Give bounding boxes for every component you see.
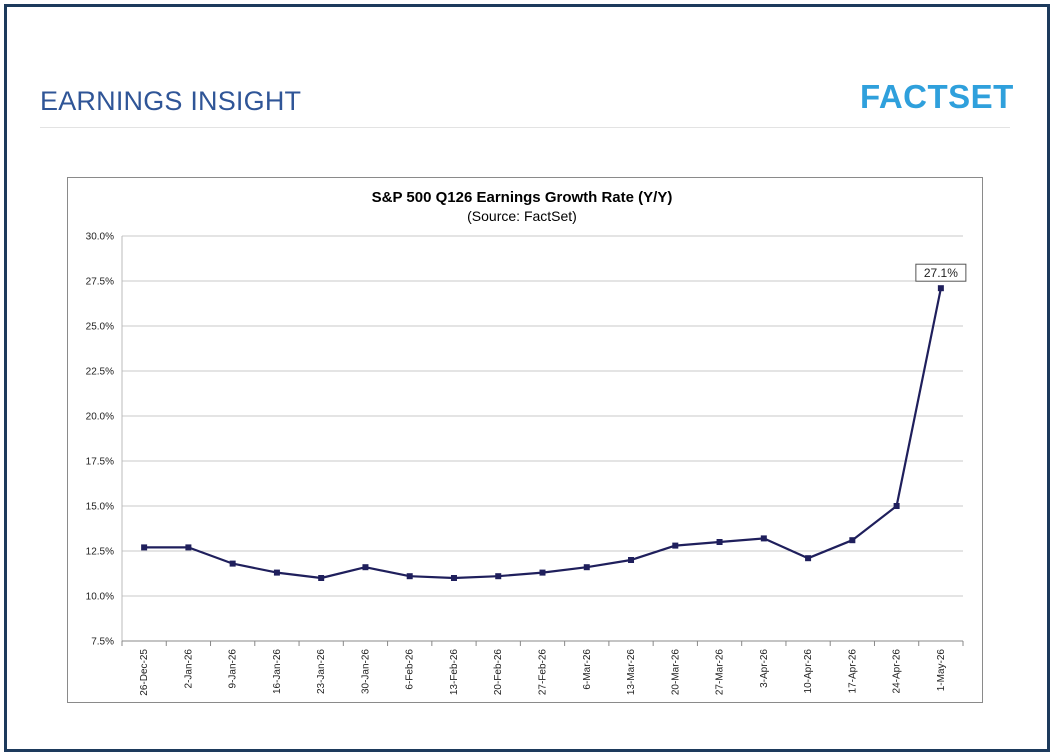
y-tick-label: 17.5% xyxy=(86,457,114,468)
x-tick-label: 10-Apr-26 xyxy=(803,649,814,694)
data-point xyxy=(937,285,944,292)
chart-container: S&P 500 Q126 Earnings Growth Rate (Y/Y) … xyxy=(67,177,983,703)
x-tick-label: 9-Jan-26 xyxy=(228,649,239,689)
x-tick-label: 1-May-26 xyxy=(936,649,947,692)
page-title: EARNINGS INSIGHT xyxy=(40,86,302,116)
x-tick-label: 3-Apr-26 xyxy=(759,649,770,688)
data-point xyxy=(628,557,635,563)
x-axis: 26-Dec-25 2-Jan-26 9-Jan-26 16-Jan-26 23-Jan… xyxy=(121,640,964,696)
factset-logo: FACTSET xyxy=(860,78,1014,115)
data-point xyxy=(539,569,546,576)
x-tick-label: 30-Jan-26 xyxy=(360,649,371,694)
chart-title: S&P 500 Q126 Earnings Growth Rate (Y/Y) xyxy=(372,189,673,206)
x-tick-label: 24-Apr-26 xyxy=(892,649,903,694)
y-axis: 7.5% 10.0% 12.5% 15.0% 17.5% 20.0% 22.5% 25.0% 2… xyxy=(86,232,123,648)
x-tick-label: 26-Dec-25 xyxy=(139,649,150,696)
data-point xyxy=(760,535,767,542)
y-tick-label: 15.0% xyxy=(86,502,114,513)
header-divider xyxy=(40,127,1010,128)
data-point xyxy=(495,573,502,580)
line-chart: S&P 500 Q126 Earnings Growth Rate (Y/Y) … xyxy=(86,189,967,696)
data-label-text: 27.1% xyxy=(924,266,958,280)
data-point xyxy=(805,555,812,562)
x-tick-label: 13-Feb-26 xyxy=(449,649,460,696)
x-tick-label: 20-Feb-26 xyxy=(493,649,504,696)
data-point xyxy=(849,537,856,544)
gridlines xyxy=(122,235,963,642)
data-point xyxy=(318,575,325,581)
x-tick-label: 2-Jan-26 xyxy=(183,649,194,689)
data-point xyxy=(893,503,900,509)
y-tick-label: 30.0% xyxy=(86,232,114,243)
x-tick-label: 27-Mar-26 xyxy=(715,649,726,696)
data-point xyxy=(229,560,236,567)
data-point xyxy=(362,564,369,571)
x-tick-label: 23-Jan-26 xyxy=(316,649,327,694)
y-tick-label: 22.5% xyxy=(86,367,114,378)
x-tick-label: 27-Feb-26 xyxy=(538,649,549,696)
data-point xyxy=(185,544,192,551)
data-point xyxy=(450,575,457,581)
data-point xyxy=(141,544,148,551)
x-tick-label: 16-Jan-26 xyxy=(272,649,283,694)
x-tick-label: 6-Mar-26 xyxy=(582,649,593,690)
data-point xyxy=(273,569,280,576)
x-tick-label: 13-Mar-26 xyxy=(626,649,637,696)
series-growth-rate xyxy=(141,285,944,581)
y-tick-label: 7.5% xyxy=(91,637,114,648)
data-point xyxy=(672,542,679,549)
x-tick-label: 6-Feb-26 xyxy=(405,649,416,690)
y-tick-label: 12.5% xyxy=(86,547,114,558)
chart-subtitle: (Source: FactSet) xyxy=(467,208,577,224)
y-tick-label: 27.5% xyxy=(86,277,114,288)
data-label: 27.1% xyxy=(915,263,967,282)
data-label-box xyxy=(915,263,967,282)
x-tick-label: 17-Apr-26 xyxy=(847,649,858,694)
y-tick-label: 20.0% xyxy=(86,412,114,423)
data-point xyxy=(583,564,590,571)
x-tick-label: 20-Mar-26 xyxy=(670,649,681,696)
data-point xyxy=(716,539,723,545)
series-line xyxy=(144,287,942,580)
annotations: 27.1% xyxy=(915,263,967,282)
y-tick-label: 10.0% xyxy=(86,592,114,603)
y-tick-label: 25.0% xyxy=(86,322,114,333)
data-point xyxy=(406,573,413,580)
